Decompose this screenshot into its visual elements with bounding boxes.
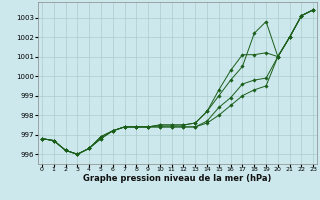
X-axis label: Graphe pression niveau de la mer (hPa): Graphe pression niveau de la mer (hPa) xyxy=(84,174,272,183)
